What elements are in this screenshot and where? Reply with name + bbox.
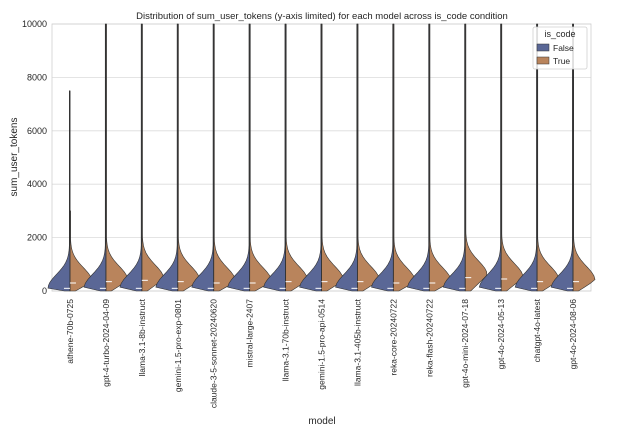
x-tick-label: llama-3.1-405b-instruct [352, 298, 362, 386]
violin-group [406, 23, 452, 292]
violin-half-false [299, 23, 322, 292]
x-tick-label: chatgpt-4o-latest [532, 298, 542, 362]
violin-group [442, 23, 488, 292]
x-tick-labels: athene-70b-0725 gpt-4-turbo-2024-04-09 lla… [65, 298, 578, 408]
violin-half-true [429, 23, 452, 292]
violin-half-true [321, 23, 344, 292]
x-tick-label: gemini-1.5-pro-exp-0801 [173, 299, 183, 392]
violin-half-false [371, 23, 394, 292]
x-tick-label: gpt-4o-2024-08-06 [568, 299, 578, 370]
violin-half-false [155, 23, 179, 292]
violin-group [227, 23, 272, 292]
x-tick-label: reka-core-20240722 [388, 299, 398, 376]
y-tick-label: 10000 [22, 19, 47, 29]
violin-half-true [285, 23, 308, 292]
violin-group [83, 23, 129, 292]
y-axis-label: sum_user_tokens [9, 118, 20, 197]
violin-half-true [177, 23, 201, 292]
y-tick-label: 4000 [27, 179, 47, 189]
legend-swatch [536, 56, 550, 65]
violin-half-false [119, 23, 143, 292]
violin-half-true [464, 23, 488, 292]
x-axis-label: model [308, 416, 335, 427]
violin-half-false [263, 23, 286, 292]
violin-half-false [442, 23, 466, 292]
x-tick-label: gpt-4o-2024-05-13 [496, 299, 506, 370]
y-tick-label: 0 [42, 286, 47, 296]
plot-area [47, 23, 596, 292]
chart-title: Distribution of sum_user_tokens (y-axis … [136, 11, 508, 22]
x-tick-label: llama-3.1-8b-instruct [137, 298, 147, 376]
violin-group [371, 23, 416, 292]
x-tick-label: mistral-large-2407 [245, 299, 255, 368]
violin-half-true [500, 23, 524, 292]
violin-half-false [335, 23, 358, 292]
x-tick-label: gemini-1.5-pro-api-0514 [317, 299, 327, 390]
y-tick-label: 8000 [27, 72, 47, 82]
violin-group [335, 23, 380, 292]
violin-half-true [249, 23, 272, 292]
violin-half-false [83, 23, 107, 292]
x-tick-label: gpt-4-turbo-2024-04-09 [101, 299, 111, 387]
violin-half-false [191, 23, 214, 292]
violin-half-true [213, 23, 236, 292]
violin-group [155, 23, 201, 292]
y-tick-labels: 0 2000 4000 6000 8000 10000 [22, 19, 47, 296]
violin-group [299, 23, 344, 292]
legend-swatch [536, 43, 550, 52]
violin-group [119, 23, 164, 292]
legend: is_code False True [532, 26, 588, 70]
violin-half-false [406, 23, 430, 292]
legend-title: is_code [544, 29, 575, 39]
violin-group [478, 23, 524, 292]
violin-half-true [105, 23, 129, 292]
legend-label: False [553, 43, 574, 53]
violin-half-false [227, 23, 250, 292]
x-tick-label: reka-flash-20240722 [424, 299, 434, 377]
violin-group [191, 23, 236, 292]
violin-group [47, 90, 93, 292]
x-tick-label: claude-3-5-sonnet-20240620 [209, 299, 219, 408]
x-tick-label: llama-3.1-70b-instruct [281, 298, 291, 381]
violin-half-false [478, 23, 502, 292]
x-tick-label: gpt-4o-mini-2024-07-18 [460, 299, 470, 388]
y-tick-label: 6000 [27, 126, 47, 136]
legend-label: True [553, 56, 570, 66]
x-tick-label: athene-70b-0725 [65, 299, 75, 364]
violin-half-true [141, 23, 164, 292]
violin-half-true [393, 23, 416, 292]
y-tick-label: 2000 [27, 233, 47, 243]
violin-group [263, 23, 308, 292]
violin-half-true [357, 23, 380, 292]
violin-half-false [47, 90, 71, 292]
